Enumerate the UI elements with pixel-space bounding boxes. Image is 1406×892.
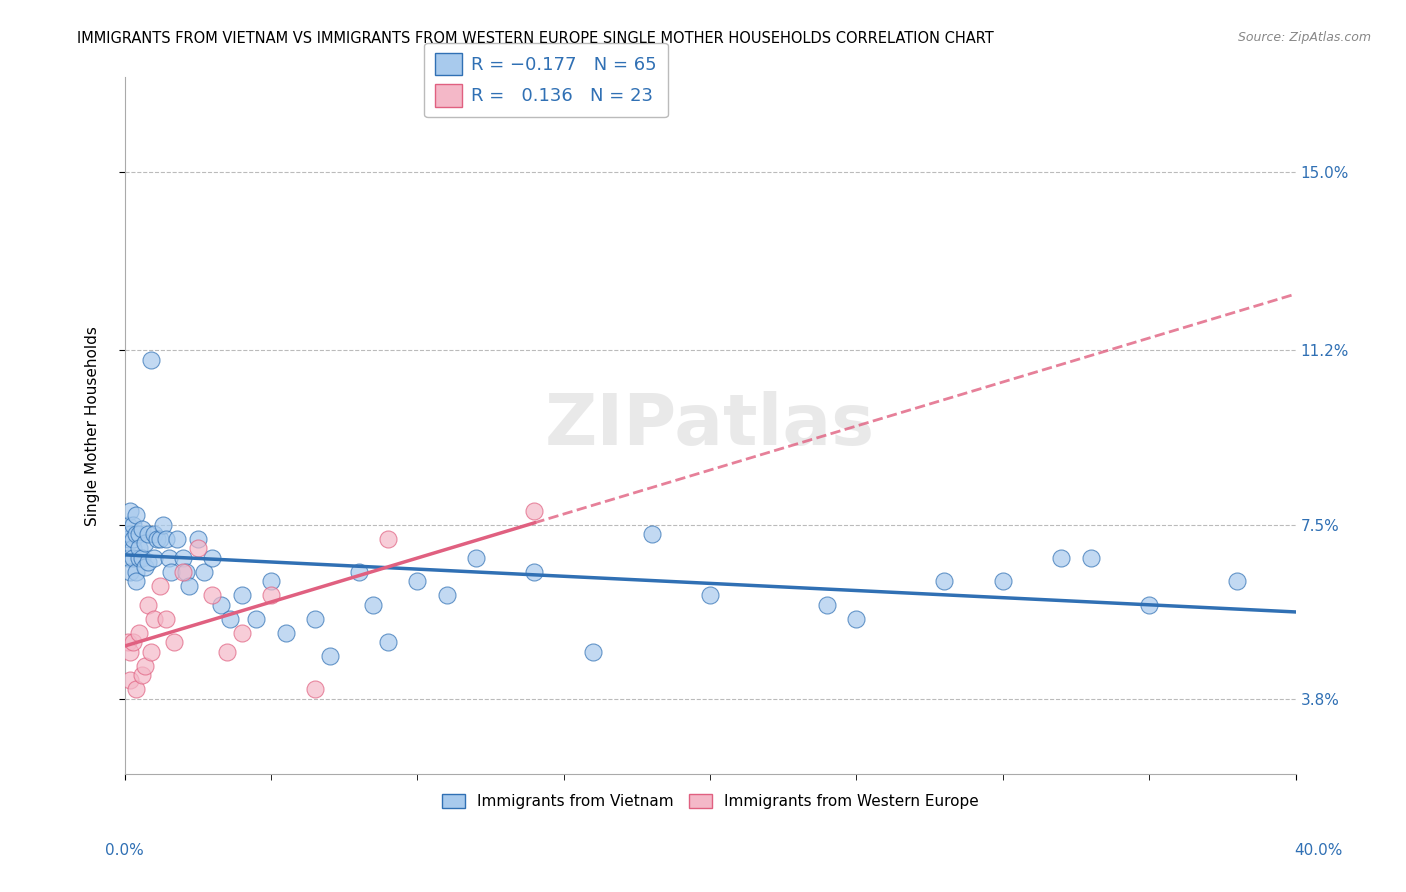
Point	[363, 598, 385, 612]
Point	[142, 550, 165, 565]
Point	[304, 682, 326, 697]
Point	[125, 682, 148, 697]
Point	[464, 550, 486, 565]
Point	[1137, 598, 1160, 612]
Point	[219, 612, 242, 626]
Point	[122, 532, 145, 546]
Point	[318, 649, 340, 664]
Point	[128, 527, 150, 541]
Point	[122, 541, 145, 556]
Point	[347, 565, 370, 579]
Point	[406, 574, 429, 588]
Point	[155, 612, 177, 626]
Point	[128, 550, 150, 565]
Text: IMMIGRANTS FROM VIETNAM VS IMMIGRANTS FROM WESTERN EUROPE SINGLE MOTHER HOUSEHOL: IMMIGRANTS FROM VIETNAM VS IMMIGRANTS FR…	[77, 31, 994, 46]
Point	[155, 532, 177, 546]
Point	[136, 527, 159, 541]
Point	[131, 668, 153, 682]
Point	[523, 565, 546, 579]
Point	[815, 598, 838, 612]
Point	[260, 574, 283, 588]
Point	[201, 550, 224, 565]
Text: 40.0%: 40.0%	[1295, 843, 1343, 858]
Point	[991, 574, 1014, 588]
Point	[201, 588, 224, 602]
Point	[125, 527, 148, 541]
Text: Source: ZipAtlas.com: Source: ZipAtlas.com	[1237, 31, 1371, 45]
Point	[934, 574, 956, 588]
Point	[215, 645, 238, 659]
Point	[134, 658, 156, 673]
Point	[209, 598, 232, 612]
Point	[172, 565, 194, 579]
Point	[125, 565, 148, 579]
Point	[177, 579, 200, 593]
Point	[149, 532, 172, 546]
Point	[122, 635, 145, 649]
Point	[582, 645, 605, 659]
Point	[640, 527, 662, 541]
Point	[136, 598, 159, 612]
Point	[117, 635, 139, 649]
Point	[193, 565, 215, 579]
Point	[149, 579, 172, 593]
Point	[377, 635, 399, 649]
Point	[142, 612, 165, 626]
Point	[436, 588, 458, 602]
Point	[523, 503, 546, 517]
Point	[131, 522, 153, 536]
Point	[146, 532, 169, 546]
Point	[134, 560, 156, 574]
Point	[120, 565, 142, 579]
Point	[245, 612, 267, 626]
Point	[304, 612, 326, 626]
Point	[142, 527, 165, 541]
Point	[128, 541, 150, 556]
Point	[120, 503, 142, 517]
Point	[136, 555, 159, 569]
Text: 0.0%: 0.0%	[105, 843, 145, 858]
Point	[117, 550, 139, 565]
Point	[128, 626, 150, 640]
Point	[231, 588, 253, 602]
Point	[134, 536, 156, 550]
Y-axis label: Single Mother Households: Single Mother Households	[86, 326, 100, 525]
Point	[122, 517, 145, 532]
Legend: Immigrants from Vietnam, Immigrants from Western Europe: Immigrants from Vietnam, Immigrants from…	[436, 788, 984, 815]
Point	[377, 532, 399, 546]
Point	[187, 541, 209, 556]
Point	[131, 550, 153, 565]
Point	[120, 673, 142, 687]
Point	[125, 574, 148, 588]
Point	[139, 645, 162, 659]
Text: ZIPatlas: ZIPatlas	[546, 392, 875, 460]
Point	[166, 532, 188, 546]
Point	[174, 565, 197, 579]
Point	[120, 645, 142, 659]
Point	[260, 588, 283, 602]
Point	[122, 550, 145, 565]
Point	[172, 550, 194, 565]
Point	[231, 626, 253, 640]
Point	[1050, 550, 1073, 565]
Point	[152, 517, 174, 532]
Point	[845, 612, 868, 626]
Point	[699, 588, 721, 602]
Point	[187, 532, 209, 546]
Point	[274, 626, 297, 640]
Point	[125, 508, 148, 523]
Point	[160, 565, 183, 579]
Point	[120, 527, 142, 541]
Point	[139, 352, 162, 367]
Point	[117, 532, 139, 546]
Point	[1080, 550, 1102, 565]
Point	[157, 550, 180, 565]
Point	[117, 517, 139, 532]
Point	[163, 635, 186, 649]
Point	[1226, 574, 1249, 588]
